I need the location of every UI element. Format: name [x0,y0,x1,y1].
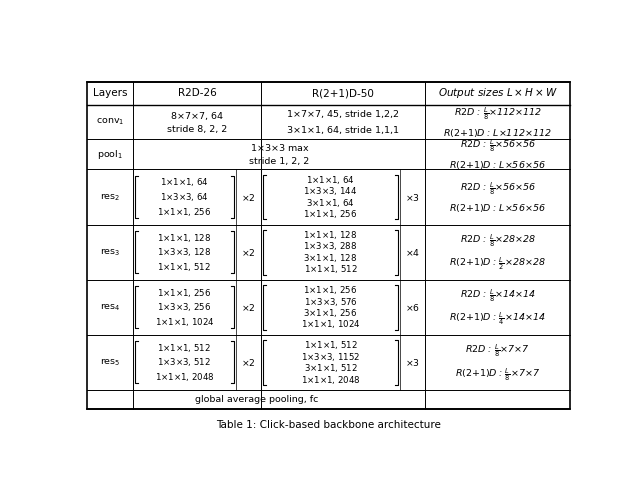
Text: res$_5$: res$_5$ [100,357,120,368]
Text: $R2D$ : $\frac{L}{8}$$\times$56$\times$56
$R(2$+$1)D$ : $L$$\times$56$\times$56: $R2D$ : $\frac{L}{8}$$\times$56$\times$5… [449,137,546,172]
Text: Table 1: Click-based backbone architecture: Table 1: Click-based backbone architectu… [216,420,441,430]
Text: 1$\times$1$\times$1, 1024: 1$\times$1$\times$1, 1024 [301,318,360,330]
Text: 1$\times$1$\times$1, 512: 1$\times$1$\times$1, 512 [303,263,358,276]
Text: 1$\times$1$\times$1, 128: 1$\times$1$\times$1, 128 [303,229,358,241]
Text: $\times$6: $\times$6 [405,302,420,313]
Bar [88,82,570,409]
Text: R2D-26: R2D-26 [178,88,216,98]
Text: conv$_1$: conv$_1$ [96,117,125,127]
Text: 1$\times$3$\times$3, 64: 1$\times$3$\times$3, 64 [160,191,209,203]
Text: 1$\times$7$\times$7, 45, stride 1,2,2
3$\times$1$\times$1, 64, stride 1,1,1: 1$\times$7$\times$7, 45, stride 1,2,2 3$… [286,107,400,136]
Text: 1$\times$3$\times$3, 144: 1$\times$3$\times$3, 144 [303,185,358,197]
Text: global average pooling, fc: global average pooling, fc [195,395,318,404]
Text: $\times$2: $\times$2 [241,357,256,368]
Text: 1$\times$1$\times$1, 128: 1$\times$1$\times$1, 128 [157,232,212,243]
Text: 1$\times$1$\times$1, 1024: 1$\times$1$\times$1, 1024 [154,316,214,328]
Text: $\times$2: $\times$2 [241,191,256,203]
Text: 3$\times$1$\times$1, 64: 3$\times$1$\times$1, 64 [306,197,355,209]
Text: 3$\times$1$\times$1, 128: 3$\times$1$\times$1, 128 [303,252,358,264]
Text: $\times$2: $\times$2 [241,302,256,313]
Text: $\times$2: $\times$2 [241,246,256,258]
Text: $R2D$ : $\frac{L}{8}$$\times$56$\times$56
$R(2$+$1)D$ : $L$$\times$56$\times$56: $R2D$ : $\frac{L}{8}$$\times$56$\times$5… [449,180,546,214]
Text: $R2D$ : $\frac{L}{8}$$\times$28$\times$28
$R(2$+$1)D$ : $\frac{L}{2}$$\times$28$: $R2D$ : $\frac{L}{8}$$\times$28$\times$2… [449,232,546,272]
Text: 8$\times$7$\times$7, 64
stride 8, 2, 2: 8$\times$7$\times$7, 64 stride 8, 2, 2 [167,109,227,134]
Text: 1$\times$1$\times$1, 256: 1$\times$1$\times$1, 256 [157,206,212,218]
Text: 1$\times$1$\times$1, 256: 1$\times$1$\times$1, 256 [303,208,358,220]
Text: pool$_1$: pool$_1$ [97,148,124,161]
Text: $R2D$ : $\frac{L}{8}$$\times$7$\times$7
$R(2$+$1)D$ : $\frac{L}{8}$$\times$7$\ti: $R2D$ : $\frac{L}{8}$$\times$7$\times$7 … [455,342,540,382]
Text: $\times$3: $\times$3 [405,357,420,368]
Text: 1$\times$3$\times$3, 512: 1$\times$3$\times$3, 512 [157,356,211,368]
Text: 1$\times$1$\times$1, 64: 1$\times$1$\times$1, 64 [306,174,355,186]
Text: 1$\times$1$\times$1, 512: 1$\times$1$\times$1, 512 [303,339,358,351]
Text: 1$\times$1$\times$1, 256: 1$\times$1$\times$1, 256 [157,287,212,299]
Text: 1$\times$1$\times$1, 512: 1$\times$1$\times$1, 512 [157,342,211,354]
Text: 1$\times$1$\times$1, 2048: 1$\times$1$\times$1, 2048 [301,374,360,385]
Text: R(2+1)D-50: R(2+1)D-50 [312,88,374,98]
Text: res$_2$: res$_2$ [100,191,120,203]
Text: 1$\times$3$\times$3, 576: 1$\times$3$\times$3, 576 [303,295,357,308]
Text: 1$\times$3$\times$3, 256: 1$\times$3$\times$3, 256 [157,301,212,313]
Text: 1$\times$1$\times$1, 2048: 1$\times$1$\times$1, 2048 [154,371,214,383]
Text: Layers: Layers [93,88,127,98]
Text: $\times$3: $\times$3 [405,191,420,203]
Text: res$_4$: res$_4$ [100,301,121,313]
Text: $\times$4: $\times$4 [405,246,420,258]
Text: 3$\times$1$\times$1, 512: 3$\times$1$\times$1, 512 [303,362,358,374]
Text: 1$\times$1$\times$1, 256: 1$\times$1$\times$1, 256 [303,284,358,296]
Text: Output sizes $L\times H\times W$: Output sizes $L\times H\times W$ [438,86,557,100]
Text: 1$\times$3$\times$3, 288: 1$\times$3$\times$3, 288 [303,241,358,252]
Text: $R2D$ : $\frac{L}{8}$$\times$14$\times$14
$R(2$+$1)D$ : $\frac{L}{4}$$\times$14$: $R2D$ : $\frac{L}{8}$$\times$14$\times$1… [449,287,546,328]
Text: 3$\times$1$\times$1, 256: 3$\times$1$\times$1, 256 [303,307,358,319]
Text: 1$\times$1$\times$1, 64: 1$\times$1$\times$1, 64 [160,176,209,189]
Text: 1$\times$1$\times$1, 512: 1$\times$1$\times$1, 512 [157,260,211,273]
Text: 1$\times$3$\times$3, 1152: 1$\times$3$\times$3, 1152 [301,351,360,363]
Text: 1$\times$3$\times$3 max
stride 1, 2, 2: 1$\times$3$\times$3 max stride 1, 2, 2 [249,142,309,166]
Text: res$_3$: res$_3$ [100,246,120,258]
Text: $R2D$ : $\frac{L}{8}$$\times$112$\times$112
$R(2$+$1)D$ : $L$$\times$112$\times$: $R2D$ : $\frac{L}{8}$$\times$112$\times$… [444,104,552,139]
Text: 1$\times$3$\times$3, 128: 1$\times$3$\times$3, 128 [157,246,212,258]
